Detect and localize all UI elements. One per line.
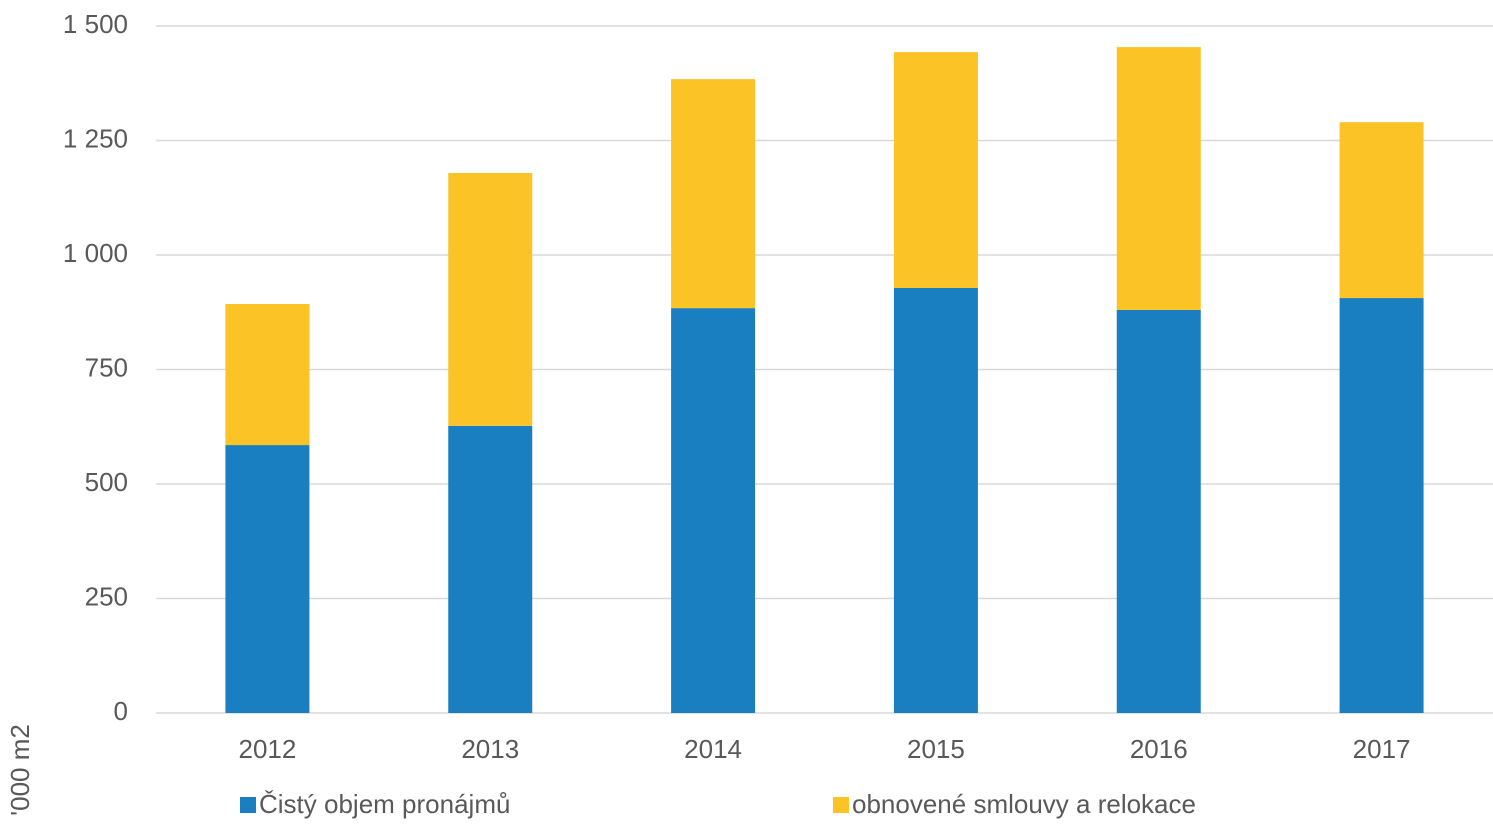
x-tick-label: 2017 bbox=[1353, 734, 1411, 764]
y-tick-label: 1 000 bbox=[63, 238, 128, 268]
y-tick-label: 1 250 bbox=[63, 123, 128, 153]
x-tick-label: 2016 bbox=[1130, 734, 1188, 764]
bar-segment bbox=[225, 445, 310, 713]
bar-segment bbox=[1339, 122, 1424, 299]
y-tick-label: 1 500 bbox=[63, 9, 128, 39]
x-tick-label: 2012 bbox=[238, 734, 296, 764]
bar-segment bbox=[1116, 309, 1201, 713]
bar-segment bbox=[671, 308, 756, 713]
bar-segment bbox=[448, 173, 533, 426]
y-tick-label: 750 bbox=[85, 352, 128, 382]
y-tick-label: 500 bbox=[85, 467, 128, 497]
bar-segment bbox=[225, 304, 310, 446]
legend-swatch bbox=[240, 797, 256, 813]
y-axis-label: '000 m2 bbox=[5, 724, 35, 816]
legend-label: obnovené smlouvy a relokace bbox=[852, 789, 1196, 819]
bar-segment bbox=[448, 425, 533, 713]
x-tick-label: 2013 bbox=[461, 734, 519, 764]
legend-swatch bbox=[833, 797, 849, 813]
bar-segment bbox=[1116, 47, 1201, 310]
bar-segment bbox=[671, 79, 756, 309]
bar-segment bbox=[1339, 298, 1424, 713]
y-tick-label: 250 bbox=[85, 581, 128, 611]
y-tick-label: 0 bbox=[114, 696, 128, 726]
bar-segment bbox=[893, 287, 978, 713]
legend-label: Čistý objem pronájmů bbox=[259, 789, 510, 819]
x-tick-label: 2014 bbox=[684, 734, 742, 764]
x-tick-label: 2015 bbox=[907, 734, 965, 764]
bar-segment bbox=[893, 52, 978, 288]
